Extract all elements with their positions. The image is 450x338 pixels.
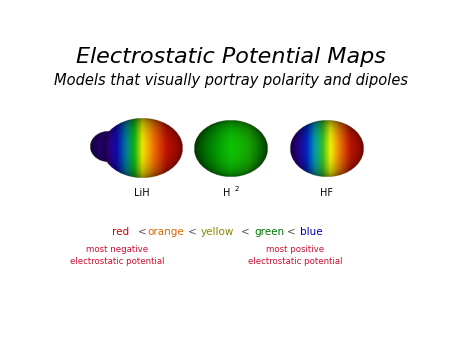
Text: green: green: [254, 227, 284, 237]
Text: <: <: [241, 227, 250, 237]
Text: LiH: LiH: [134, 188, 149, 198]
Text: 2: 2: [235, 186, 239, 192]
Text: most positive
electrostatic potential: most positive electrostatic potential: [248, 245, 342, 266]
Text: HF: HF: [320, 188, 333, 198]
Text: Models that visually portray polarity and dipoles: Models that visually portray polarity an…: [54, 73, 408, 88]
Text: Electrostatic Potential Maps: Electrostatic Potential Maps: [76, 47, 386, 67]
Text: blue: blue: [300, 227, 322, 237]
Text: <: <: [287, 227, 296, 237]
Text: yellow: yellow: [201, 227, 234, 237]
Text: red: red: [112, 227, 129, 237]
Text: orange: orange: [148, 227, 184, 237]
Text: most negative
electrostatic potential: most negative electrostatic potential: [70, 245, 165, 266]
Text: H: H: [223, 188, 230, 198]
Text: <: <: [188, 227, 197, 237]
Text: <: <: [138, 227, 147, 237]
